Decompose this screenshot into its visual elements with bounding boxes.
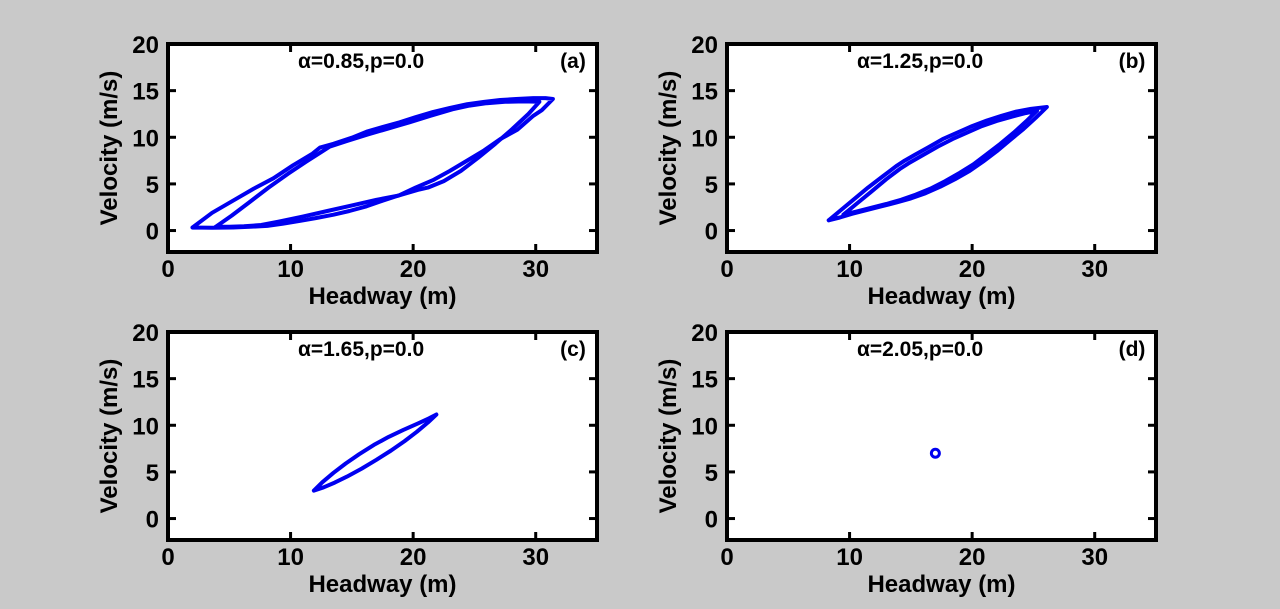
x-tick-label: 10 [836,544,863,571]
x-axis-label: Headway (m) [867,283,1015,310]
y-axis-label: Velocity (m/s) [655,71,682,226]
x-tick-label: 20 [959,256,986,283]
y-tick-label: 15 [691,79,718,106]
panel-title-a: α=0.85,p=0.0 [298,50,424,73]
x-tick-label: 30 [522,544,549,571]
y-tick-label: 0 [705,507,718,534]
plot-area-b [727,44,1156,252]
x-tick-label: 20 [400,544,427,571]
y-tick-label: 0 [146,507,159,534]
y-tick-label: 5 [705,172,718,199]
y-tick-label: 5 [146,460,159,487]
axes-frame-a [166,42,599,254]
y-tick-label: 10 [691,125,718,152]
inner-hysteresis-loop [841,108,1040,217]
x-tick-label: 30 [1081,544,1108,571]
plot-area-d [727,332,1156,540]
stable-fixed-point-marker [929,447,941,459]
y-tick-label: 20 [132,32,159,59]
panel-title-d: α=2.05,p=0.0 [857,338,983,361]
y-tick-label: 15 [691,367,718,394]
axes-frame-b [725,42,1158,254]
x-tick-label: 10 [277,256,304,283]
axes-frame-c [166,330,599,542]
y-tick-label: 20 [691,32,718,59]
x-tick-label: 10 [836,256,863,283]
y-tick-label: 0 [146,219,159,246]
y-tick-label: 10 [132,413,159,440]
x-tick-label: 0 [161,256,174,283]
y-axis-label: Velocity (m/s) [96,71,123,226]
inner-hysteresis-loop [213,99,542,229]
y-tick-label: 0 [705,219,718,246]
panel-letter-c: (c) [560,338,586,361]
x-axis-label: Headway (m) [308,283,456,310]
x-axis-label: Headway (m) [867,571,1015,598]
hysteresis-loop [311,412,439,493]
y-tick-label: 20 [691,320,718,347]
y-tick-label: 5 [146,172,159,199]
x-tick-label: 10 [277,544,304,571]
x-tick-label: 30 [522,256,549,283]
axes-frame-d [725,330,1158,542]
x-tick-label: 20 [959,544,986,571]
y-tick-label: 20 [132,320,159,347]
panel-letter-d: (d) [1119,338,1146,361]
y-tick-label: 5 [705,460,718,487]
y-axis-label: Velocity (m/s) [96,359,123,514]
y-axis-label: Velocity (m/s) [655,359,682,514]
panel-letter-b: (b) [1119,50,1146,73]
y-tick-label: 15 [132,367,159,394]
panel-letter-a: (a) [560,50,586,73]
panel-title-b: α=1.25,p=0.0 [857,50,983,73]
outer-hysteresis-loop [190,96,555,230]
x-tick-label: 0 [720,256,733,283]
plot-area-c [168,332,597,540]
panel-title-c: α=1.65,p=0.0 [298,338,424,361]
y-tick-label: 10 [132,125,159,152]
y-tick-label: 15 [132,79,159,106]
x-tick-label: 0 [720,544,733,571]
y-tick-label: 10 [691,413,718,440]
x-tick-label: 30 [1081,256,1108,283]
x-axis-label: Headway (m) [308,571,456,598]
x-tick-label: 20 [400,256,427,283]
plot-area-a [168,44,597,252]
x-tick-label: 0 [161,544,174,571]
